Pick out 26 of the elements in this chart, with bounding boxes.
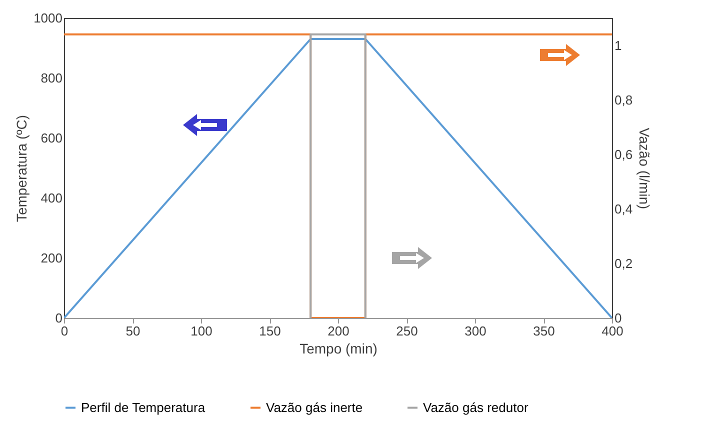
y2-tick-label: 0,6	[614, 146, 633, 162]
y2-tick-label: 0,2	[614, 256, 633, 271]
x-tick-label: 150	[259, 324, 281, 338]
y-tick-label: 200	[40, 250, 62, 266]
y2-axis-title: Vazão (l/min)	[636, 128, 653, 210]
y-axis-title: Temperatura (ºC)	[14, 114, 30, 222]
x-tick-label: 400	[602, 324, 624, 338]
legend-label: Vazão gás redutor	[423, 400, 529, 415]
x-tick-label: 300	[464, 324, 486, 338]
y-tick-label: 400	[40, 190, 62, 206]
legend-label: Vazão gás inerte	[266, 400, 363, 415]
legend-label: Perfil de Temperatura	[81, 400, 206, 415]
y-tick-label: 0	[55, 310, 62, 326]
y2-tick-label: 0	[614, 310, 622, 326]
y-tick-label: 800	[40, 70, 62, 86]
y2-tick-label: 0,4	[614, 201, 633, 216]
y2-tick-label: 0,8	[614, 92, 633, 108]
y2-tick-label: 1	[614, 38, 622, 53]
x-axis-title: Tempo (min)	[300, 340, 378, 356]
x-tick-label: 50	[126, 324, 140, 338]
x-tick-label: 200	[328, 324, 350, 338]
y-tick-label: 1000	[34, 10, 62, 26]
y-tick-label: 600	[40, 130, 62, 146]
x-tick-label: 350	[533, 324, 555, 338]
x-tick-label: 250	[396, 324, 418, 338]
x-tick-label: 100	[190, 324, 212, 338]
